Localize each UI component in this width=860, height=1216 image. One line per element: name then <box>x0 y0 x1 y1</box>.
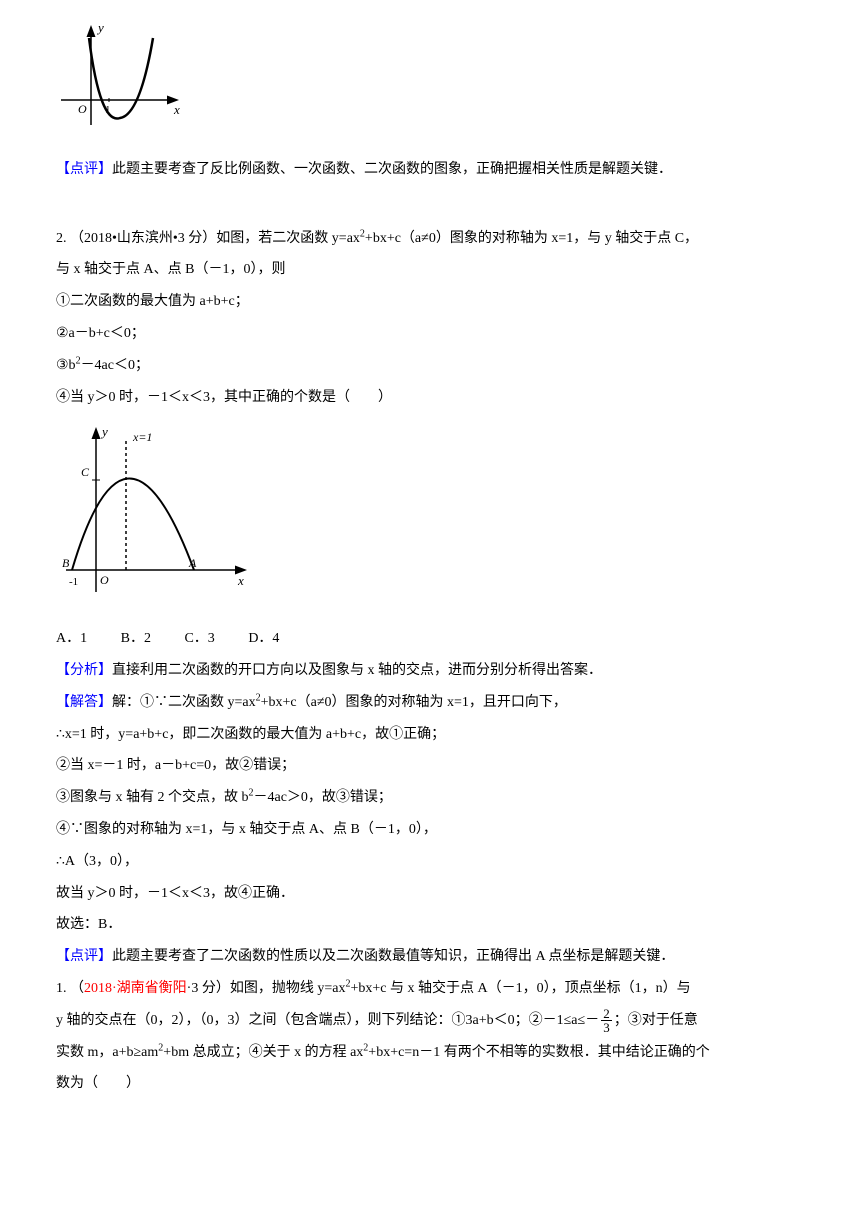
choices-row: A．1 B．2 C．3 D．4 <box>56 624 804 655</box>
analysis-label: 【分析】 <box>56 663 112 678</box>
problem-3-line-2: y 轴的交点在（0，2），（0，3）之间（包含端点），则下列结论：①3a+b＜0… <box>56 1006 804 1037</box>
problem-2-opt-1: ①二次函数的最大值为 a+b+c； <box>56 287 804 318</box>
solution-line-1: 【解答】解：①∵二次函数 y=ax2+bx+c（a≠0）图象的对称轴为 x=1，… <box>56 688 804 719</box>
parabola-graph-1: y x O 1 <box>56 20 186 132</box>
problem-3-line-3: 实数 m，a+b≥am2+bm 总成立；④关于 x 的方程 ax2+bx+c=n… <box>56 1038 804 1069</box>
origin-label-2: O <box>100 573 109 587</box>
solution-line-8: 故选：B． <box>56 910 804 941</box>
symmetry-label: x=1 <box>132 430 152 444</box>
fraction-2-3: 23 <box>601 1007 612 1034</box>
x-axis-label: x <box>173 102 180 117</box>
comment-text: 此题主要考查了反比例函数、一次函数、二次函数的图象，正确把握相关性质是解题关键． <box>112 162 672 177</box>
graph-1-container: y x O 1 <box>56 20 804 145</box>
problem-3-line-4: 数为（ ） <box>56 1069 804 1100</box>
solution-line-3: ②当 x=－1 时，a－b+c=0，故②错误； <box>56 751 804 782</box>
choice-a: A．1 <box>56 631 87 646</box>
point-c: C <box>81 465 90 479</box>
neg1-label: -1 <box>69 576 78 588</box>
origin-label: O <box>78 102 87 116</box>
solution-line-4: ③图象与 x 轴有 2 个交点，故 b2－4ac＞0，故③错误； <box>56 783 804 814</box>
y-axis-label: y <box>96 20 104 35</box>
solution-line-7: 故当 y＞0 时，－1＜x＜3，故④正确． <box>56 879 804 910</box>
comment-2-text: 此题主要考查了二次函数的性质以及二次函数最值等知识，正确得出 A 点坐标是解题关… <box>112 949 674 964</box>
comment-label: 【点评】 <box>56 162 112 177</box>
graph-2-container: y x x=1 O A B C -1 <box>56 414 804 614</box>
problem-2-opt-4: ④当 y＞0 时，－1＜x＜3，其中正确的个数是（ ） <box>56 383 804 414</box>
analysis-text: 直接利用二次函数的开口方向以及图象与 x 轴的交点，进而分别分析得出答案． <box>112 663 602 678</box>
solution-line-6: ∴A（3，0）， <box>56 847 804 878</box>
choice-d: D．4 <box>248 631 279 646</box>
comment-2: 【点评】此题主要考查了二次函数的性质以及二次函数最值等知识，正确得出 A 点坐标… <box>56 942 804 973</box>
x-axis-label-2: x <box>237 573 244 588</box>
x-tick-1: 1 <box>105 104 111 116</box>
comment-2-label: 【点评】 <box>56 949 112 964</box>
analysis-line: 【分析】直接利用二次函数的开口方向以及图象与 x 轴的交点，进而分别分析得出答案… <box>56 656 804 687</box>
problem-2-line-2: 与 x 轴交于点 A、点 B（－1，0），则 <box>56 255 804 286</box>
problem-2-line-1: 2. （2018•山东滨州•3 分）如图，若二次函数 y=ax2+bx+c（a≠… <box>56 224 804 255</box>
solution-label: 【解答】 <box>56 695 112 710</box>
problem-2-opt-3: ③b2－4ac＜0； <box>56 351 804 382</box>
choice-b: B．2 <box>121 631 151 646</box>
source-red: 2018·湖南省衡阳 <box>84 981 187 996</box>
choice-c: C．3 <box>184 631 214 646</box>
point-b: B <box>62 556 70 570</box>
solution-line-5: ④∵图象的对称轴为 x=1，与 x 轴交于点 A、点 B（－1，0）， <box>56 815 804 846</box>
solution-line-2: ∴x=1 时，y=a+b+c，即二次函数的最大值为 a+b+c，故①正确； <box>56 720 804 751</box>
problem-2-opt-2: ②a－b+c＜0； <box>56 319 804 350</box>
problem-3-line-1: 1. （2018·湖南省衡阳·3 分）如图，抛物线 y=ax2+bx+c 与 x… <box>56 974 804 1005</box>
point-a: A <box>188 556 197 570</box>
y-axis-label-2: y <box>100 424 108 439</box>
comment-1: 【点评】此题主要考查了反比例函数、一次函数、二次函数的图象，正确把握相关性质是解… <box>56 155 804 186</box>
parabola-graph-2: y x x=1 O A B C -1 <box>56 422 256 597</box>
